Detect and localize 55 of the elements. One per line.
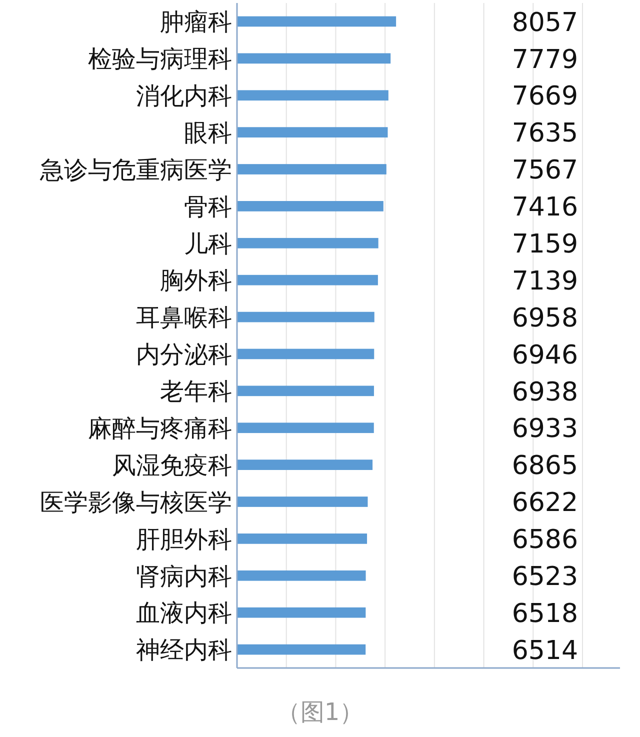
data-label: 7779 [512,44,578,75]
y-tick-label: 消化内科 [136,82,232,110]
bar [237,164,386,174]
y-tick-label: 医学影像与核医学 [40,488,232,516]
y-tick-label: 肝胆外科 [136,525,232,554]
bar [237,422,374,434]
bar [237,570,366,581]
data-label: 6518 [512,598,578,629]
bar [237,53,391,64]
y-tick-label: 血液内科 [136,599,232,628]
bar [237,348,374,360]
data-label: 7567 [512,156,578,186]
bar [237,90,388,101]
text: （图1） [276,698,364,726]
y-tick-label: 内分泌科 [136,340,232,369]
y-tick-label: 检验与病理科 [88,45,232,74]
y-tick-label: 麻醉与疼痛科 [88,414,232,442]
bar [237,127,388,138]
bar [237,201,384,212]
data-label: 6946 [512,340,578,370]
data-label: 6514 [512,636,578,666]
y-tick-label: 肾病内科 [136,562,232,590]
data-label: 7635 [512,118,578,149]
data-label: 7416 [512,192,578,223]
bar [237,460,373,470]
bar [237,496,368,507]
bar [237,386,374,396]
data-label: 6865 [512,451,578,482]
y-tick-label: 胸外科 [160,266,232,295]
data-label: 8057 [512,8,578,38]
y-tick-label: 风湿免疫科 [112,451,232,480]
bar [237,607,366,618]
data-label: 6938 [512,377,578,408]
bar [237,16,396,27]
data-label: 6622 [512,488,578,518]
bar [237,644,366,655]
data-label: 7159 [512,230,578,260]
data-label: 6958 [512,303,578,334]
data-label: 7669 [512,82,578,112]
bar [237,238,378,248]
y-tick-label: 骨科 [184,192,232,221]
data-label: 7139 [512,266,578,296]
y-tick-label: 肿瘤科 [160,8,232,36]
y-tick-label: 儿科 [184,230,232,258]
bar [237,534,368,544]
bar [237,312,374,322]
data-label: 6523 [512,562,578,592]
y-tick-label: 眼科 [184,118,232,147]
y-tick-label: 急诊与危重病医学 [39,156,232,184]
y-tick-label: 神经内科 [136,636,232,664]
data-label: 6933 [512,414,578,444]
y-tick-label: 耳鼻喉科 [136,304,232,332]
y-tick-label: 老年科 [160,378,232,406]
bar [237,274,378,286]
data-label: 6586 [512,525,578,556]
